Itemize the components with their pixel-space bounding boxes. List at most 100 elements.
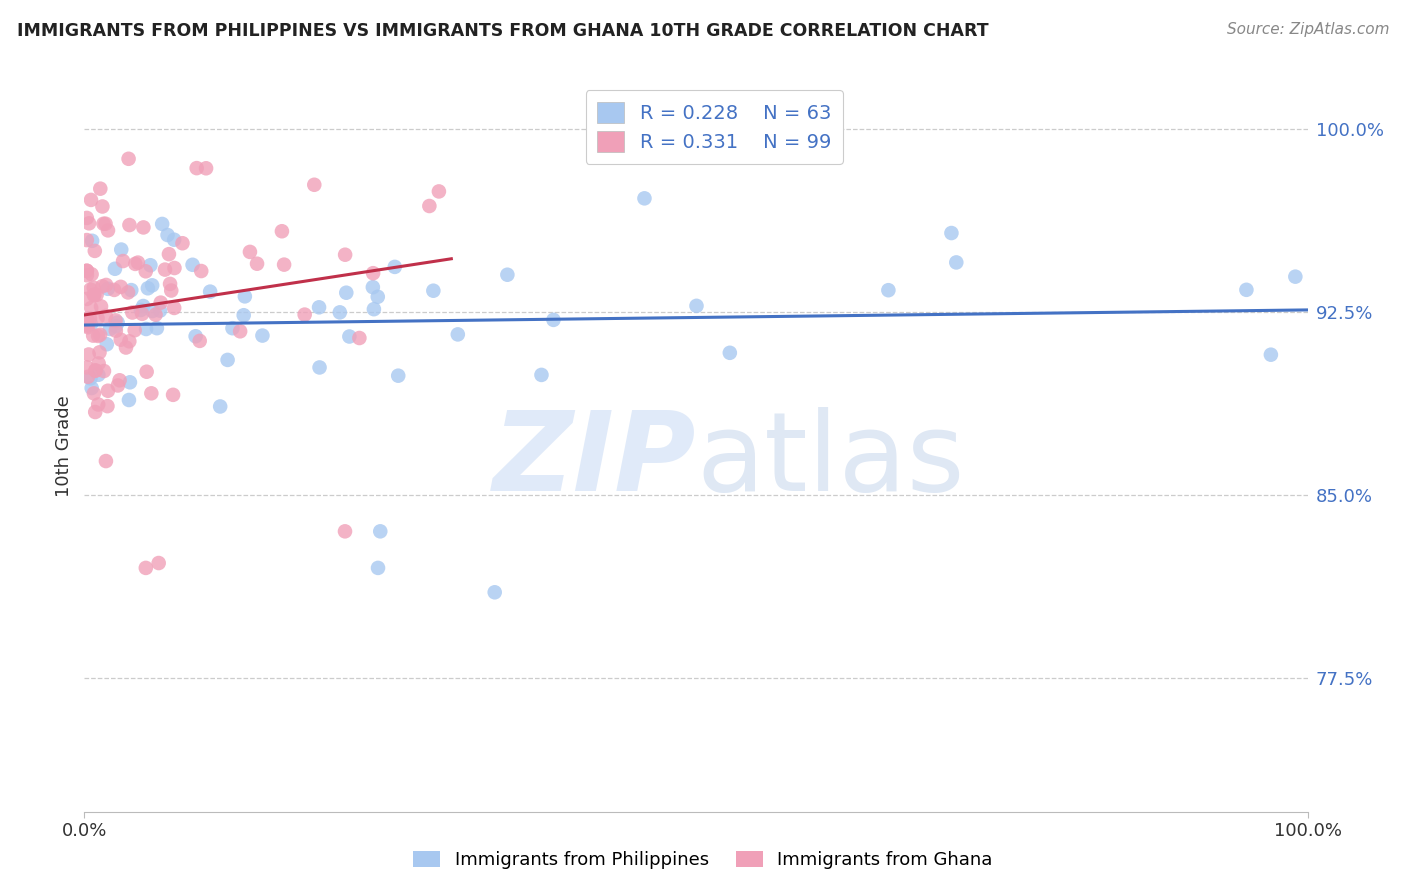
Point [163, 260, 186, 275]
Point [77, 216, 100, 230]
Point [97, 384, 120, 398]
Point [87, 368, 110, 382]
Point [160, 284, 183, 298]
Point [246, 257, 269, 271]
Y-axis label: 10th Grade: 10th Grade [55, 395, 73, 497]
Point [77, 369, 100, 384]
Point [335, 285, 357, 300]
Point [135, 365, 157, 379]
Point [80, 267, 103, 281]
Point [80, 193, 103, 207]
Point [163, 301, 186, 315]
Point [239, 244, 262, 259]
Point [82, 328, 104, 343]
Point [209, 400, 232, 414]
Point [83, 288, 105, 302]
Point [148, 556, 170, 570]
Point [76, 292, 98, 306]
Point [82, 234, 104, 248]
Point [145, 308, 167, 322]
Point [96, 399, 118, 413]
Point [107, 378, 129, 392]
Point [132, 299, 155, 313]
Point [484, 585, 506, 599]
Point [941, 226, 963, 240]
Point [80, 317, 103, 331]
Point [104, 261, 127, 276]
Point [447, 327, 470, 342]
Point [132, 220, 155, 235]
Point [121, 305, 143, 319]
Point [149, 303, 172, 318]
Point [184, 329, 207, 343]
Point [1260, 348, 1282, 362]
Text: IMMIGRANTS FROM PHILIPPINES VS IMMIGRANTS FROM GHANA 10TH GRADE CORRELATION CHAR: IMMIGRANTS FROM PHILIPPINES VS IMMIGRANT… [17, 22, 988, 40]
Point [76, 312, 98, 326]
Point [93, 364, 115, 378]
Point [104, 319, 127, 334]
Point [115, 341, 138, 355]
Point [496, 268, 519, 282]
Point [181, 258, 204, 272]
Point [367, 290, 389, 304]
Point [329, 305, 352, 319]
Point [271, 224, 294, 238]
Point [98, 322, 121, 336]
Point [685, 299, 707, 313]
Point [84, 363, 107, 377]
Point [94, 217, 117, 231]
Point [90, 299, 112, 313]
Point [146, 321, 169, 335]
Point [349, 331, 371, 345]
Point [217, 352, 239, 367]
Point [294, 308, 316, 322]
Point [118, 334, 141, 349]
Point [308, 360, 330, 375]
Text: atlas: atlas [696, 407, 965, 514]
Point [135, 264, 157, 278]
Point [418, 199, 440, 213]
Point [188, 334, 211, 348]
Point [76, 360, 98, 375]
Point [157, 247, 180, 261]
Point [198, 285, 221, 299]
Point [163, 233, 186, 247]
Point [104, 313, 127, 327]
Legend: Immigrants from Philippines, Immigrants from Ghana: Immigrants from Philippines, Immigrants … [404, 842, 1002, 879]
Point [162, 388, 184, 402]
Point [110, 280, 132, 294]
Point [361, 280, 384, 294]
Point [124, 257, 146, 271]
Point [195, 161, 218, 176]
Point [77, 347, 100, 361]
Point [233, 289, 256, 303]
Text: ZIP: ZIP [492, 407, 696, 514]
Point [232, 308, 254, 322]
Point [1236, 283, 1258, 297]
Point [112, 254, 135, 268]
Point [149, 295, 172, 310]
Point [229, 324, 252, 338]
Point [363, 302, 385, 317]
Point [141, 304, 163, 318]
Point [368, 524, 391, 539]
Point [387, 368, 409, 383]
Point [530, 368, 553, 382]
Point [422, 284, 444, 298]
Point [96, 277, 118, 292]
Point [221, 321, 243, 335]
Point [89, 345, 111, 359]
Point [337, 329, 360, 343]
Point [252, 328, 274, 343]
Point [83, 281, 105, 295]
Point [129, 303, 152, 318]
Point [110, 243, 132, 257]
Point [79, 371, 101, 385]
Point [367, 561, 389, 575]
Point [361, 266, 384, 280]
Point [84, 405, 107, 419]
Point [877, 283, 900, 297]
Point [384, 260, 406, 274]
Point [135, 561, 157, 575]
Point [333, 524, 356, 539]
